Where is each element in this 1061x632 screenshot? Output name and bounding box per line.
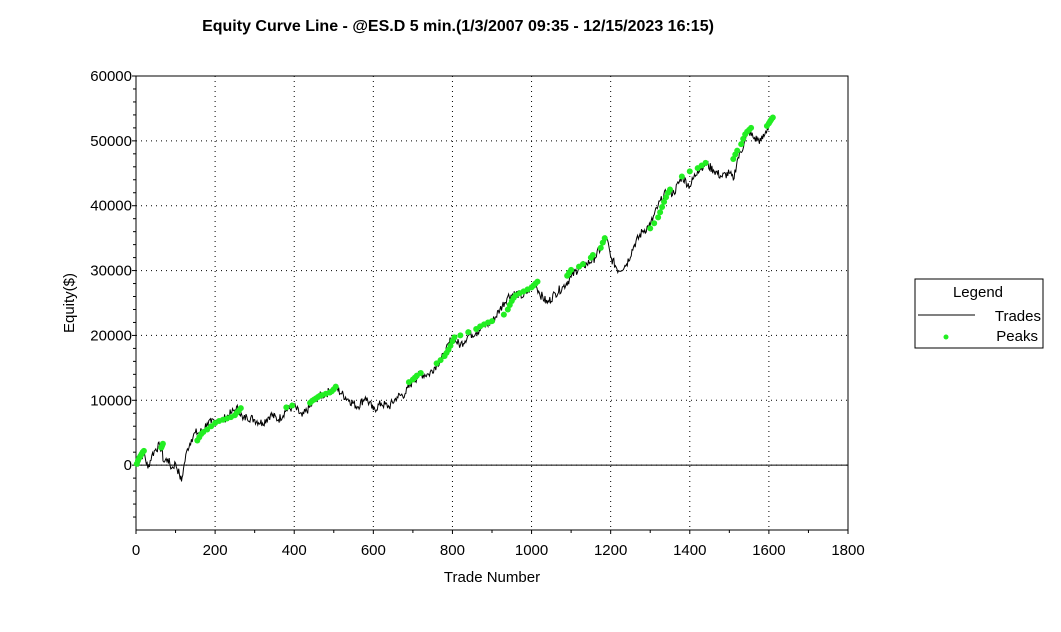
peak-point <box>686 168 693 175</box>
x-tick-label: 600 <box>361 542 386 559</box>
legend-trades-label: Trades <box>995 308 1041 325</box>
peak-point <box>500 311 507 318</box>
trades-series-line <box>135 115 774 482</box>
peak-point <box>661 198 668 205</box>
peak-point <box>740 135 747 142</box>
peak-point <box>663 194 670 201</box>
y-axis-ticks: 0 10000 20000 30000 40000 50000 60000 <box>90 68 136 518</box>
peak-point <box>738 141 745 148</box>
peak-point <box>769 114 776 121</box>
peak-point <box>283 404 290 411</box>
peak-point <box>579 261 586 268</box>
peak-point <box>504 306 511 313</box>
x-axis-label: Trade Number <box>444 569 540 586</box>
peak-point <box>657 209 664 216</box>
peak-point <box>437 357 444 364</box>
peak-point <box>678 173 685 180</box>
y-tick-label: 50000 <box>90 133 132 150</box>
y-tick-label: 20000 <box>90 327 132 344</box>
peak-point <box>659 204 666 211</box>
y-axis-label: Equity($) <box>61 273 78 333</box>
x-tick-label: 400 <box>282 542 307 559</box>
legend-box <box>914 278 1044 349</box>
peak-point <box>734 147 741 154</box>
grid-lines <box>136 76 848 530</box>
chart-title: Equity Curve Line - @ES.D 5 min.(1/3/200… <box>202 18 714 35</box>
x-tick-label: 0 <box>132 542 140 559</box>
peak-point <box>655 214 662 221</box>
x-tick-label: 800 <box>440 542 465 559</box>
peak-point <box>140 447 147 454</box>
peak-point <box>489 318 495 325</box>
peak-point <box>667 186 673 193</box>
y-tick-label: 30000 <box>90 263 132 280</box>
legend: Legend Trades Peaks <box>914 278 1044 349</box>
y-tick-label: 60000 <box>90 68 132 85</box>
legend-title: Legend <box>953 284 1003 301</box>
peak-point <box>568 266 575 273</box>
peak-point <box>208 423 215 430</box>
y-tick-label: 10000 <box>90 392 132 409</box>
peak-point <box>433 360 440 367</box>
y-tick-label: 0 <box>124 457 132 474</box>
peak-point <box>289 402 296 409</box>
x-tick-label: 1600 <box>752 542 785 559</box>
peak-point <box>597 244 604 251</box>
x-tick-label: 1400 <box>673 542 706 559</box>
peak-point <box>651 220 658 227</box>
peak-point <box>702 159 709 166</box>
peak-point <box>647 225 654 232</box>
peaks-series-points <box>133 114 776 467</box>
peak-point <box>332 383 339 390</box>
legend-peaks-swatch <box>943 334 949 340</box>
legend-peaks-label: Peaks <box>996 328 1038 345</box>
peak-point <box>417 370 424 377</box>
peak-point <box>447 342 454 349</box>
x-tick-label: 200 <box>203 542 228 559</box>
x-tick-label: 1200 <box>594 542 627 559</box>
peak-point <box>237 405 244 412</box>
peak-point <box>204 426 211 433</box>
peak-point <box>465 329 472 336</box>
peak-point <box>601 235 608 242</box>
peak-point <box>730 156 737 163</box>
y-tick-label: 40000 <box>90 198 132 215</box>
x-axis-ticks: 0 200 400 600 800 1000 1200 1400 1600 1800 <box>132 530 865 559</box>
peak-point <box>457 332 464 339</box>
peak-point <box>451 334 458 341</box>
peak-point <box>599 239 606 246</box>
peak-point <box>748 124 755 131</box>
peak-point <box>534 278 541 285</box>
x-tick-label: 1000 <box>515 542 548 559</box>
peak-point <box>159 440 166 447</box>
x-tick-label: 1800 <box>831 542 864 559</box>
peak-point <box>589 252 596 259</box>
